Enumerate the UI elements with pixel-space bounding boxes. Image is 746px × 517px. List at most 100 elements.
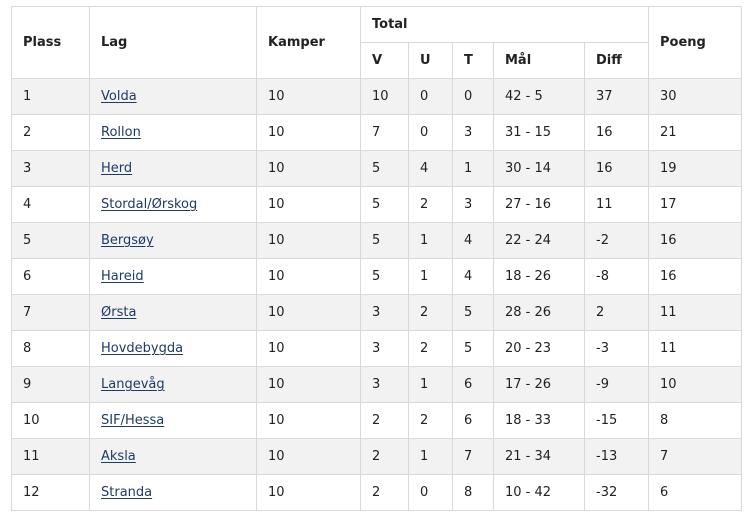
cell-lag: Hovdebygda	[89, 330, 257, 367]
table-row: 5 Bergsøy 10 5 1 4 22 - 24 -2 16	[11, 222, 743, 259]
cell-diff: -15	[583, 402, 650, 439]
team-link[interactable]: SIF/Hessa	[101, 413, 165, 428]
cell-mal: 30 - 14	[493, 150, 585, 187]
cell-u: 1	[408, 438, 453, 475]
cell-diff: -3	[583, 330, 650, 367]
cell-t: 7	[452, 438, 494, 475]
cell-poeng: 8	[648, 402, 743, 439]
cell-poeng: 7	[648, 438, 743, 475]
cell-u: 1	[408, 258, 453, 295]
cell-diff: 16	[583, 150, 650, 187]
team-link[interactable]: Herd	[101, 161, 133, 176]
cell-t: 6	[452, 402, 494, 439]
cell-kamper: 10	[256, 402, 361, 439]
header-mal: Mål	[493, 42, 585, 79]
cell-kamper: 10	[256, 294, 361, 331]
cell-mal: 21 - 34	[493, 438, 585, 475]
standings-table: Plass Lag Kamper Total Poeng V U T Mål D…	[11, 6, 743, 511]
header-lag: Lag	[89, 6, 257, 79]
cell-plass: 2	[11, 114, 90, 151]
cell-v: 3	[360, 294, 409, 331]
cell-lag: Stranda	[89, 474, 257, 511]
cell-lag: Volda	[89, 78, 257, 115]
cell-v: 5	[360, 150, 409, 187]
table-header: Plass Lag Kamper Total Poeng V U T Mål D…	[11, 6, 743, 79]
cell-u: 0	[408, 474, 453, 511]
team-link[interactable]: Hovdebygda	[101, 341, 184, 356]
cell-v: 7	[360, 114, 409, 151]
cell-lag: Herd	[89, 150, 257, 187]
team-link[interactable]: Stordal/Ørskog	[101, 197, 198, 212]
cell-diff: 11	[583, 186, 650, 223]
cell-plass: 6	[11, 258, 90, 295]
team-link[interactable]: Ørsta	[101, 305, 137, 320]
cell-t: 3	[452, 114, 494, 151]
cell-plass: 8	[11, 330, 90, 367]
team-link[interactable]: Stranda	[101, 485, 153, 500]
cell-lag: Ørsta	[89, 294, 257, 331]
team-link[interactable]: Hareid	[101, 269, 144, 284]
cell-kamper: 10	[256, 330, 361, 367]
table-row: 9 Langevåg 10 3 1 6 17 - 26 -9 10	[11, 366, 743, 403]
cell-diff: 37	[583, 78, 650, 115]
cell-lag: Langevåg	[89, 366, 257, 403]
cell-mal: 18 - 26	[493, 258, 585, 295]
cell-diff: -9	[583, 366, 650, 403]
cell-poeng: 30	[648, 78, 743, 115]
cell-u: 2	[408, 186, 453, 223]
cell-kamper: 10	[256, 366, 361, 403]
cell-diff: -2	[583, 222, 650, 259]
cell-kamper: 10	[256, 114, 361, 151]
cell-lag: Rollon	[89, 114, 257, 151]
header-diff: Diff	[583, 42, 650, 79]
cell-lag: Bergsøy	[89, 222, 257, 259]
standings-container: Plass Lag Kamper Total Poeng V U T Mål D…	[11, 6, 743, 511]
cell-v: 5	[360, 258, 409, 295]
team-link[interactable]: Volda	[101, 89, 137, 104]
cell-t: 5	[452, 294, 494, 331]
cell-plass: 5	[11, 222, 90, 259]
cell-u: 1	[408, 366, 453, 403]
cell-v: 3	[360, 330, 409, 367]
cell-u: 0	[408, 114, 453, 151]
cell-v: 2	[360, 402, 409, 439]
cell-t: 4	[452, 222, 494, 259]
cell-plass: 1	[11, 78, 90, 115]
team-link[interactable]: Aksla	[101, 449, 136, 464]
table-row: 8 Hovdebygda 10 3 2 5 20 - 23 -3 11	[11, 330, 743, 367]
team-link[interactable]: Langevåg	[101, 377, 165, 392]
table-row: 11 Aksla 10 2 1 7 21 - 34 -13 7	[11, 438, 743, 475]
cell-plass: 9	[11, 366, 90, 403]
cell-t: 4	[452, 258, 494, 295]
cell-poeng: 11	[648, 294, 743, 331]
cell-t: 0	[452, 78, 494, 115]
header-t: T	[452, 42, 494, 79]
cell-v: 3	[360, 366, 409, 403]
cell-mal: 31 - 15	[493, 114, 585, 151]
cell-poeng: 16	[648, 222, 743, 259]
cell-mal: 42 - 5	[493, 78, 585, 115]
cell-poeng: 10	[648, 366, 743, 403]
cell-lag: Stordal/Ørskog	[89, 186, 257, 223]
cell-plass: 4	[11, 186, 90, 223]
cell-mal: 28 - 26	[493, 294, 585, 331]
cell-mal: 10 - 42	[493, 474, 585, 511]
cell-poeng: 11	[648, 330, 743, 367]
cell-plass: 12	[11, 474, 90, 511]
table-row: 1 Volda 10 10 0 0 42 - 5 37 30	[11, 78, 743, 115]
team-link[interactable]: Bergsøy	[101, 233, 154, 248]
cell-mal: 20 - 23	[493, 330, 585, 367]
table-body: 1 Volda 10 10 0 0 42 - 5 37 30 2 Rollon 10 7 0 3 31 - 1…	[11, 78, 743, 511]
cell-kamper: 10	[256, 186, 361, 223]
cell-diff: -32	[583, 474, 650, 511]
cell-kamper: 10	[256, 78, 361, 115]
cell-u: 0	[408, 78, 453, 115]
header-poeng: Poeng	[648, 6, 743, 79]
cell-v: 2	[360, 474, 409, 511]
cell-plass: 3	[11, 150, 90, 187]
cell-t: 1	[452, 150, 494, 187]
team-link[interactable]: Rollon	[101, 125, 141, 140]
cell-lag: Aksla	[89, 438, 257, 475]
header-kamper: Kamper	[256, 6, 361, 79]
cell-u: 2	[408, 330, 453, 367]
